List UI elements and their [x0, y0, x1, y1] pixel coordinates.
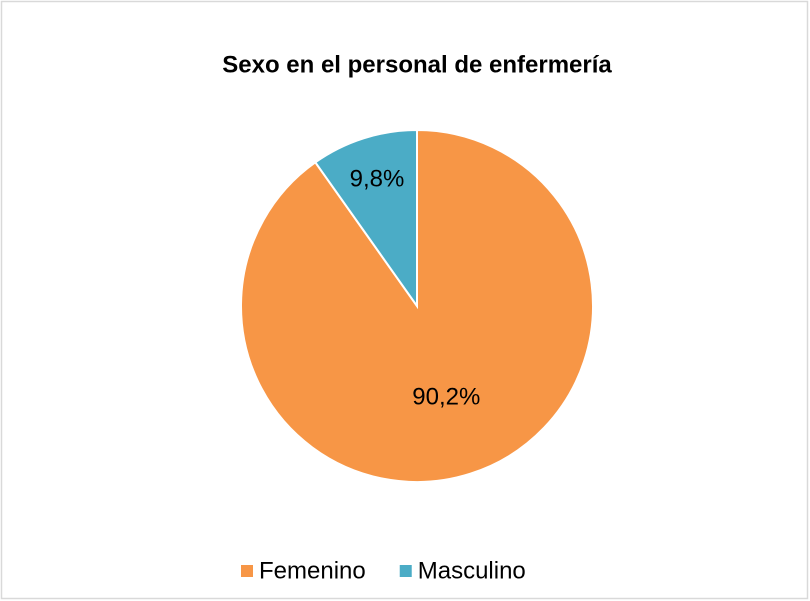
legend-swatch: [241, 565, 253, 577]
chart-title: Sexo en el personal de enfermería: [222, 51, 612, 78]
pie-slice: [313, 128, 418, 310]
data-label: 90,2%: [412, 384, 480, 411]
legend-label: Masculino: [418, 557, 526, 584]
data-label: 9,8%: [350, 166, 405, 193]
legend-label: Femenino: [259, 557, 366, 584]
legend-swatch: [399, 565, 412, 577]
